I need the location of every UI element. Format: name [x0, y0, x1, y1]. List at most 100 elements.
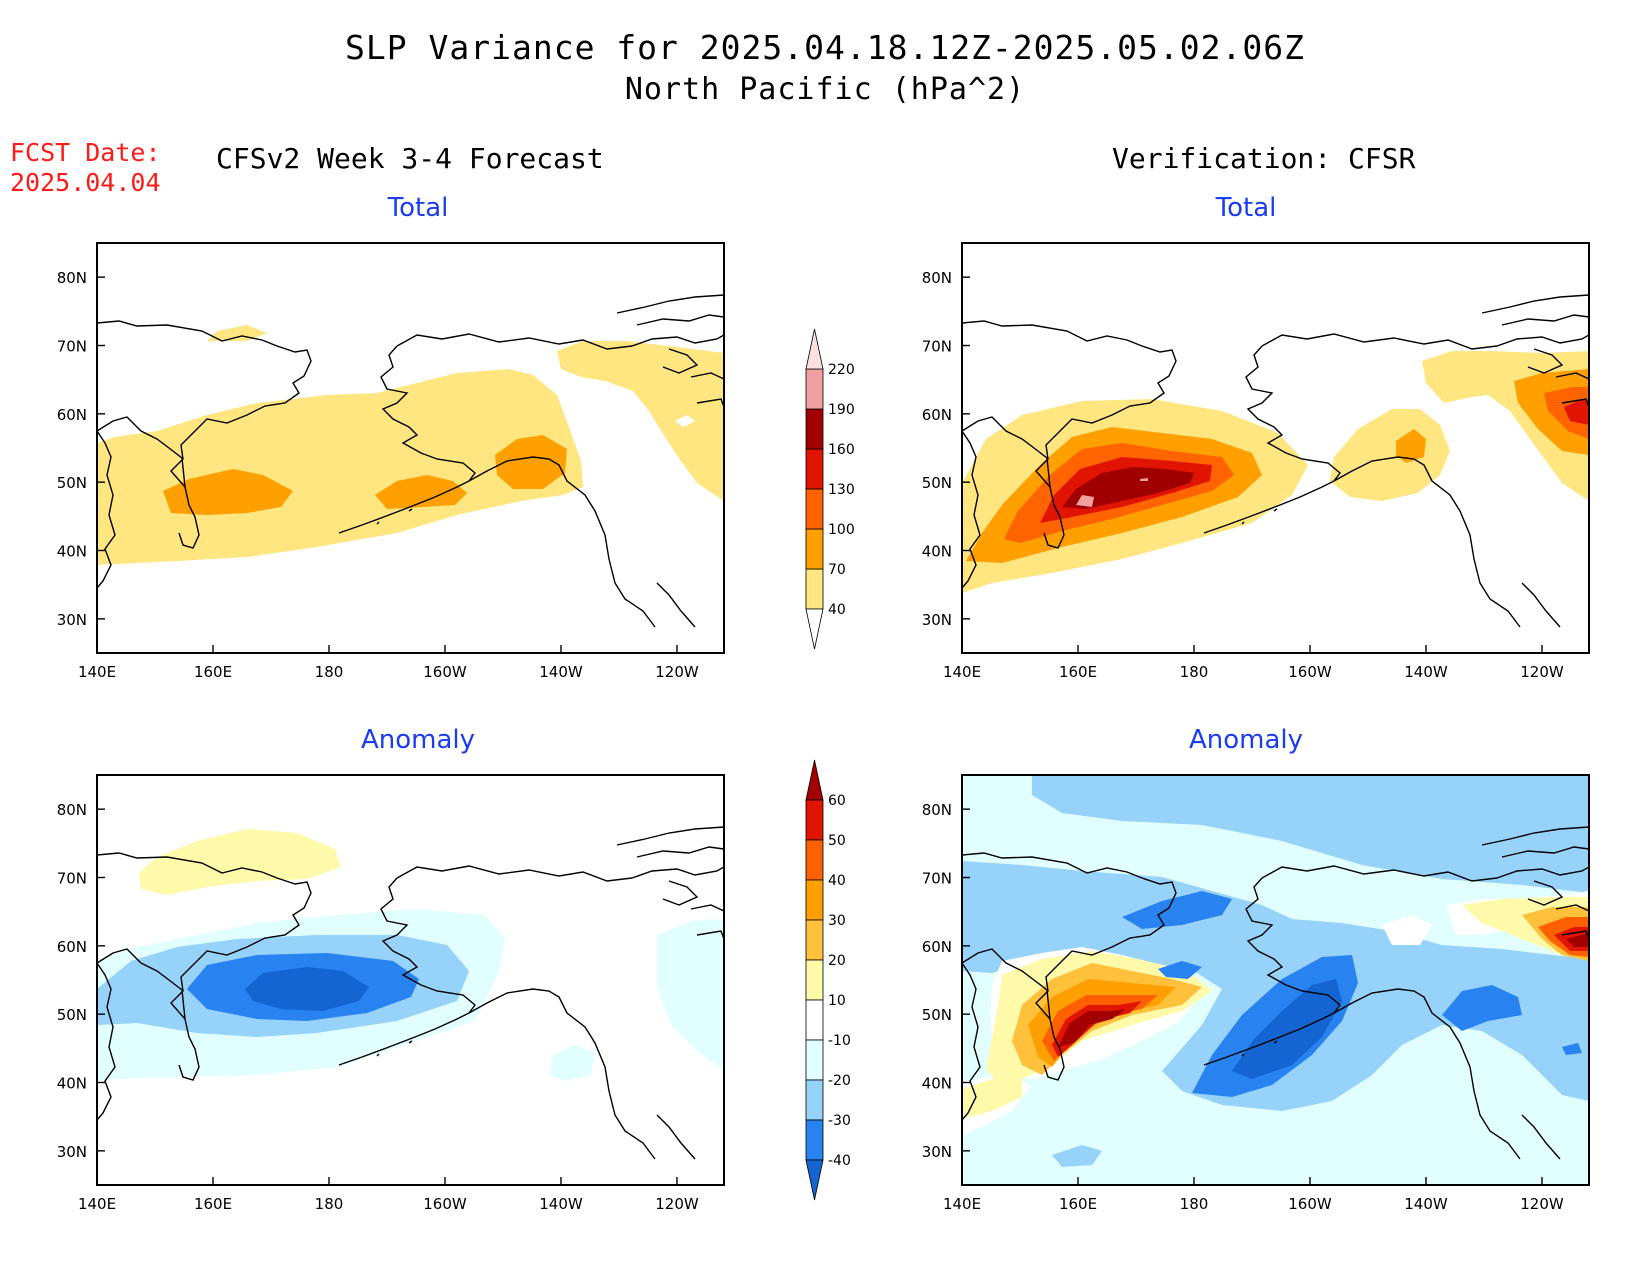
lon-tick-label: 120W — [655, 1195, 699, 1213]
colorbar-anomaly-box — [805, 879, 824, 921]
lat-tick-label: 70N — [922, 338, 952, 356]
lat-tick-label: 80N — [922, 801, 952, 819]
lon-tick-label: 140E — [943, 1195, 981, 1213]
lat-tick-label: 50N — [57, 474, 87, 492]
colorbar-total-cap — [805, 328, 824, 370]
colorbar-total-box — [805, 448, 824, 490]
colorbar-anomaly-label: -30 — [828, 1113, 851, 1129]
colorbar-total-box — [805, 408, 824, 450]
lon-tick-label: 180 — [315, 663, 344, 681]
lon-tick-label: 180 — [1180, 1195, 1209, 1213]
colorbar-anomaly-cap-bottom — [805, 1159, 824, 1201]
map-verification-total: 140E 160E 180 160W 140W 120W 80N 70N 60N 50N 40N 30… — [922, 242, 1590, 681]
lon-tick-label: 160W — [1288, 1195, 1332, 1213]
lat-tick-label: 30N — [57, 1143, 87, 1161]
colorbar-anomaly-box — [805, 799, 824, 841]
lat-tick-label: 70N — [922, 870, 952, 888]
colorbar-total-label: 160 — [828, 442, 855, 458]
colorbar-total-label: 100 — [828, 522, 855, 538]
colorbar-total-label: 70 — [828, 562, 846, 578]
lon-tick-label: 140E — [78, 663, 116, 681]
lon-tick-label: 140W — [539, 1195, 583, 1213]
lon-tick-label: 140W — [1404, 1195, 1448, 1213]
lat-tick-label: 50N — [922, 474, 952, 492]
lon-tick-label: 160E — [1059, 1195, 1097, 1213]
lat-tick-label: 50N — [57, 1006, 87, 1024]
fcst-date-label: FCST Date: — [10, 138, 161, 167]
lon-tick-label: 140E — [78, 1195, 116, 1213]
lat-tick-label: 40N — [922, 1075, 952, 1093]
lat-tick-label: 80N — [57, 269, 87, 287]
figure-title: SLP Variance for 2025.04.18.12Z-2025.05.… — [345, 28, 1305, 67]
verification-column-title: Verification: CFSR — [1112, 142, 1416, 175]
lon-tick-label: 160E — [1059, 663, 1097, 681]
lat-tick-label: 50N — [922, 1006, 952, 1024]
lat-tick-label: 30N — [57, 611, 87, 629]
colorbar-anomaly-box — [805, 919, 824, 961]
colorbar-anomaly-label: -20 — [828, 1073, 851, 1089]
fcst-date-value: 2025.04.04 — [10, 168, 161, 197]
map-verification-anomaly: 140E 160E 180 160W 140W 120W 80N 70N 60N 50N 40N 30… — [922, 774, 1590, 1213]
map-forecast-total: 140E 160E 180 160W 140W 120W 80N 70N 60N 50N 40N 30… — [57, 242, 725, 681]
colorbar-total-label: 130 — [828, 482, 855, 498]
lon-tick-label: 120W — [655, 663, 699, 681]
lon-tick-label: 160E — [194, 663, 232, 681]
lon-tick-label: 160W — [1288, 663, 1332, 681]
panel-label-cfsr-total: Total — [1215, 193, 1277, 223]
colorbar-anomaly-label: -40 — [828, 1153, 851, 1169]
lon-tick-label: 160W — [423, 663, 467, 681]
colorbar-total-box — [805, 368, 824, 410]
panel-label-fcst-anomaly: Anomaly — [360, 725, 476, 755]
lon-tick-label: 180 — [1180, 663, 1209, 681]
colorbar-anomaly-label: 60 — [828, 793, 846, 809]
panel-label-cfsr-anomaly: Anomaly — [1188, 725, 1304, 755]
colorbar-total-label: 40 — [828, 602, 846, 618]
colorbar-anomaly-box — [805, 1119, 824, 1161]
lat-tick-label: 70N — [57, 870, 87, 888]
colorbar-anomaly-label: 10 — [828, 993, 846, 1009]
colorbar-total-tail — [805, 608, 824, 650]
forecast-column-title: CFSv2 Week 3-4 Forecast — [216, 142, 604, 175]
colorbar-anomaly-box — [805, 999, 824, 1041]
lon-tick-label: 160E — [194, 1195, 232, 1213]
colorbar-anomaly-box — [805, 959, 824, 1001]
colorbar-total: 40 70 100 130 160 190 220 — [805, 328, 855, 650]
lon-tick-label: 180 — [315, 1195, 344, 1213]
colorbar-anomaly-box — [805, 839, 824, 881]
colorbar-anomaly-box — [805, 1079, 824, 1121]
colorbar-total-box — [805, 488, 824, 530]
lon-tick-label: 160W — [423, 1195, 467, 1213]
colorbar-anomaly-box — [805, 1039, 824, 1081]
colorbar-anomaly: 60 50 40 30 20 10 -10 -20 -30 -40 — [805, 759, 851, 1201]
lat-tick-label: 30N — [922, 1143, 952, 1161]
colorbar-anomaly-label: -10 — [828, 1033, 851, 1049]
colorbar-total-box — [805, 528, 824, 570]
lat-tick-label: 80N — [922, 269, 952, 287]
lat-tick-label: 30N — [922, 611, 952, 629]
lat-tick-label: 70N — [57, 338, 87, 356]
lon-tick-label: 140W — [539, 663, 583, 681]
colorbar-total-label: 220 — [828, 362, 855, 378]
colorbar-anomaly-cap-top — [805, 759, 824, 801]
colorbar-anomaly-label: 20 — [828, 953, 846, 969]
figure-subtitle: North Pacific (hPa^2) — [624, 72, 1026, 107]
lat-tick-label: 60N — [922, 406, 952, 424]
lat-tick-label: 40N — [57, 543, 87, 561]
lat-tick-label: 40N — [57, 1075, 87, 1093]
colorbar-anomaly-label: 40 — [828, 873, 846, 889]
lat-tick-label: 40N — [922, 543, 952, 561]
map-forecast-anomaly: 140E 160E 180 160W 140W 120W 80N 70N 60N 50N 40N 30… — [57, 774, 725, 1213]
lon-tick-label: 120W — [1520, 663, 1564, 681]
lon-tick-label: 140W — [1404, 663, 1448, 681]
colorbar-anomaly-label: 30 — [828, 913, 846, 929]
lat-tick-label: 60N — [57, 938, 87, 956]
colorbar-total-label: 190 — [828, 402, 855, 418]
lat-tick-label: 80N — [57, 801, 87, 819]
panel-label-fcst-total: Total — [387, 193, 449, 223]
colorbar-total-box — [805, 568, 824, 610]
lat-tick-label: 60N — [57, 406, 87, 424]
lat-tick-label: 60N — [922, 938, 952, 956]
lon-tick-label: 140E — [943, 663, 981, 681]
colorbar-anomaly-label: 50 — [828, 833, 846, 849]
